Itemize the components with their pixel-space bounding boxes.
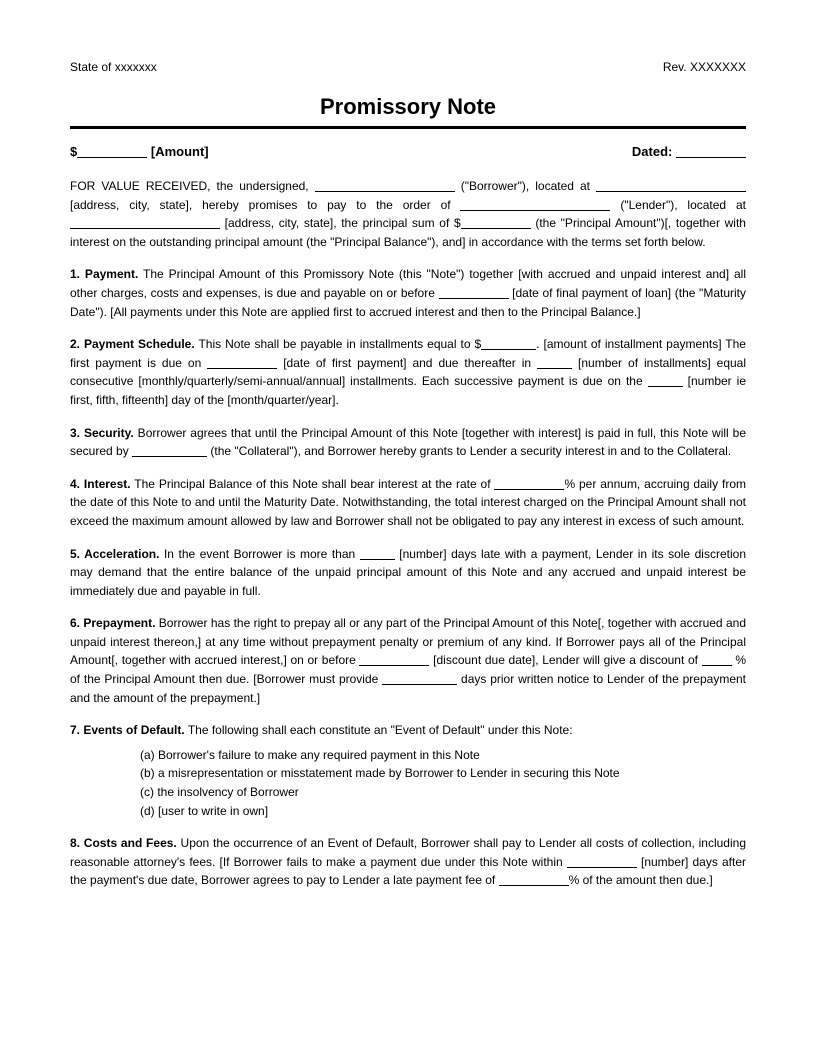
dollar-sign: $ [70, 144, 77, 159]
intro-t4: ("Lender"), located at [610, 198, 746, 212]
document-page: State of xxxxxxx Rev. XXXXXXX Promissory… [0, 0, 816, 944]
section-acceleration: 5. Acceleration. In the event Borrower i… [70, 545, 746, 601]
s8-blank2 [499, 873, 569, 886]
lender-addr-blank [70, 216, 220, 229]
intro-t2: ("Borrower"), located at [455, 179, 596, 193]
rev-label-text: Rev. [663, 60, 687, 74]
section-payment: 1. Payment. The Principal Amount of this… [70, 265, 746, 321]
header-row: State of xxxxxxx Rev. XXXXXXX [70, 60, 746, 74]
amount-label: [Amount] [151, 144, 209, 159]
section-security: 3. Security. Borrower agrees that until … [70, 424, 746, 461]
default-item-b: (b) a misrepresentation or misstatement … [140, 764, 746, 783]
s2-blank2 [207, 356, 277, 369]
dated-blank [676, 145, 746, 158]
section-interest: 4. Interest. The Principal Balance of th… [70, 475, 746, 531]
s2-blank1 [481, 337, 536, 350]
s2-blank4 [648, 374, 683, 387]
state-label-text: State of [70, 60, 111, 74]
section-costs: 8. Costs and Fees. Upon the occurrence o… [70, 834, 746, 890]
s6-blank1 [359, 653, 429, 666]
rev-label: Rev. XXXXXXX [663, 60, 746, 74]
s3-title: 3. Security. [70, 426, 134, 440]
s1-title: 1. Payment. [70, 267, 138, 281]
default-item-d: (d) [user to write in own] [140, 802, 746, 821]
s5-blank [360, 547, 395, 560]
lender-name-blank [460, 198, 610, 211]
s7-t1: The following shall each constitute an "… [185, 723, 573, 737]
s6-blank2 [702, 653, 732, 666]
s8-title: 8. Costs and Fees. [70, 836, 177, 850]
section-default: 7. Events of Default. The following shal… [70, 721, 746, 740]
borrower-name-blank [315, 179, 455, 192]
s3-t2: (the "Collateral"), and Borrower hereby … [207, 444, 731, 458]
intro-t1: FOR VALUE RECEIVED, the undersigned, [70, 179, 315, 193]
state-label: State of xxxxxxx [70, 60, 157, 74]
s1-blank [439, 286, 509, 299]
default-sublist: (a) Borrower's failure to make any requi… [140, 746, 746, 820]
s5-t1: In the event Borrower is more than [159, 547, 359, 561]
s8-blank1 [567, 855, 637, 868]
state-value: xxxxxxx [115, 60, 157, 74]
s2-t3: [date of first payment] and due thereaft… [277, 356, 537, 370]
intro-t5: [address, city, state], the principal su… [220, 216, 461, 230]
dated-field: Dated: [632, 143, 746, 159]
s5-title: 5. Acceleration. [70, 547, 159, 561]
s8-t3: % of the amount then due.] [569, 873, 713, 887]
s4-title: 4. Interest. [70, 477, 131, 491]
default-item-c: (c) the insolvency of Borrower [140, 783, 746, 802]
borrower-addr-blank [596, 179, 746, 192]
default-item-a: (a) Borrower's failure to make any requi… [140, 746, 746, 765]
s6-blank3 [382, 672, 457, 685]
s4-t1: The Principal Balance of this Note shall… [131, 477, 495, 491]
section-schedule: 2. Payment Schedule. This Note shall be … [70, 335, 746, 409]
intro-t3: [address, city, state], hereby promises … [70, 198, 460, 212]
s6-title: 6. Prepayment. [70, 616, 155, 630]
s2-blank3 [537, 356, 572, 369]
s2-title: 2. Payment Schedule. [70, 337, 195, 351]
rev-value: XXXXXXX [690, 60, 746, 74]
s4-blank [494, 477, 564, 490]
document-title: Promissory Note [70, 94, 746, 129]
s2-t1: This Note shall be payable in installmen… [195, 337, 481, 351]
principal-blank [461, 216, 531, 229]
dated-label: Dated: [632, 144, 672, 159]
amount-blank [77, 145, 147, 158]
s7-title: 7. Events of Default. [70, 723, 185, 737]
intro-paragraph: FOR VALUE RECEIVED, the undersigned, ("B… [70, 177, 746, 251]
amount-field: $ [Amount] [70, 143, 209, 159]
section-prepayment: 6. Prepayment. Borrower has the right to… [70, 614, 746, 707]
s6-t2: [discount due date], Lender will give a … [429, 653, 701, 667]
amount-dated-row: $ [Amount] Dated: [70, 143, 746, 159]
s3-blank [132, 444, 207, 457]
